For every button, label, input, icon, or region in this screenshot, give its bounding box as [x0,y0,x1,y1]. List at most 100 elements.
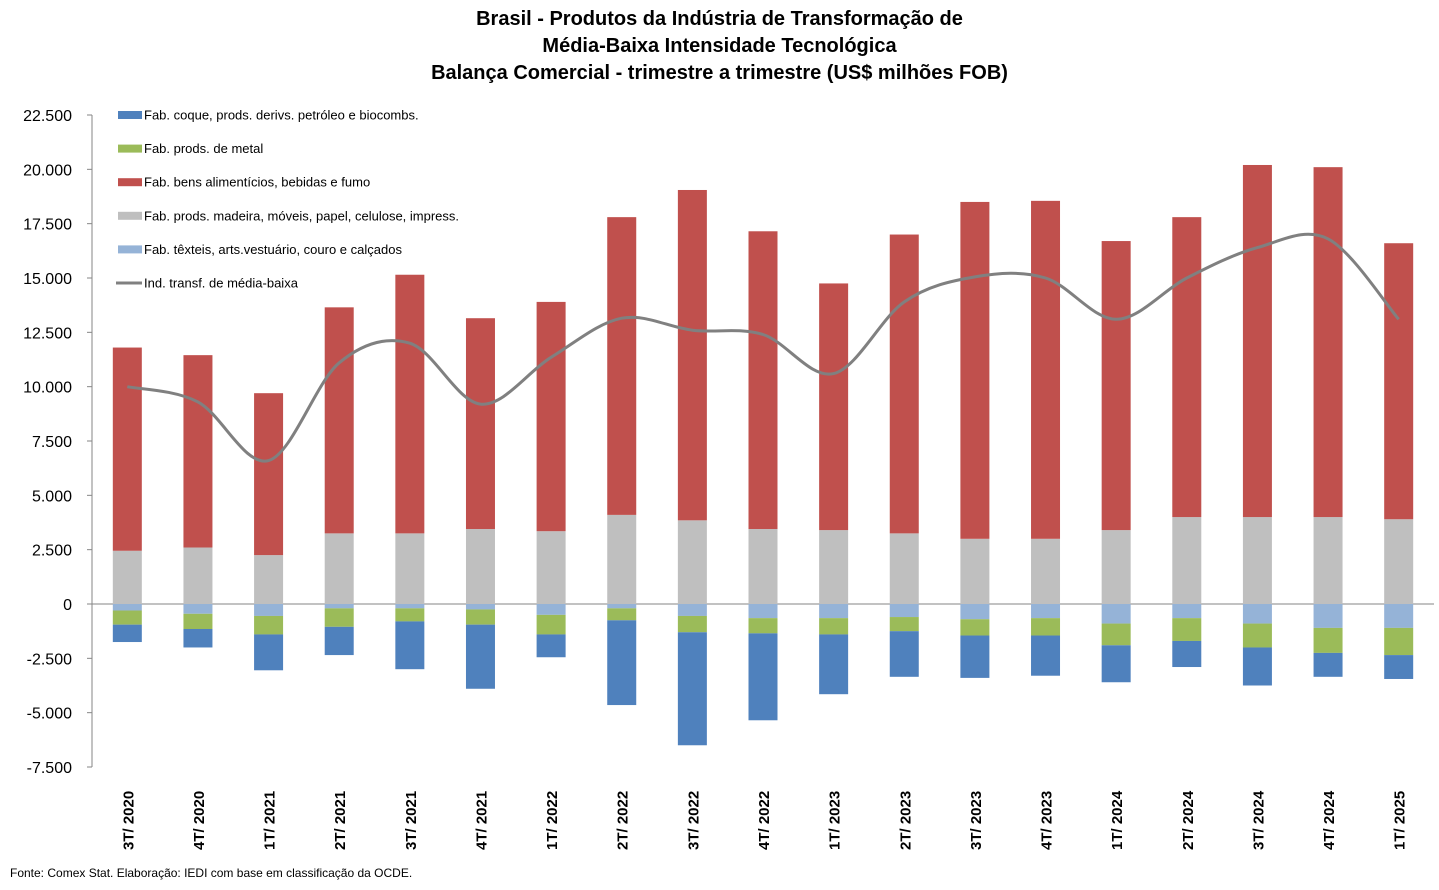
bar-madeira [112,550,142,604]
y-tick-label: 20.000 [23,162,72,179]
bar-metal [465,609,495,625]
bar-madeira [465,529,495,604]
bar-madeira [1172,517,1202,604]
bar-madeira [183,547,213,604]
bar-madeira [395,533,425,604]
y-tick-label: 7.500 [32,434,72,451]
bar-alimentos [183,355,213,548]
bar-texteis [1172,604,1202,619]
bar-metal [1101,623,1131,646]
bar-alimentos [536,301,566,532]
bar-alimentos [960,201,990,539]
x-tick-label: 1T/ 2023 [827,791,844,850]
bar-texteis [465,604,495,610]
bar-texteis [748,604,778,619]
bar-madeira [1031,538,1061,604]
line-group [126,232,1400,463]
bar-alimentos [1242,164,1272,518]
y-tick-label: 0 [63,597,72,614]
bar-madeira [677,520,707,604]
bar-texteis [677,604,707,616]
bar-metal [677,615,707,633]
bar-madeira [536,531,566,604]
bars-group [112,164,1414,746]
bar-alimentos [1031,200,1061,539]
bar-alimentos [1313,167,1343,518]
bar-coque [819,634,849,695]
bar-alimentos [465,318,495,530]
bar-alimentos [889,234,919,534]
chart-title: Brasil - Produtos da Indústria de Transf… [0,6,1439,87]
bar-alimentos [748,231,778,530]
bar-madeira [1313,517,1343,604]
bar-metal [748,618,778,634]
legend-swatch-texteis [118,245,142,254]
bar-metal [254,615,284,635]
bar-metal [1313,627,1343,653]
bar-alimentos [1172,217,1202,518]
bar-madeira [1101,530,1131,604]
labels-group: 22.500 20.000 17.500 15.000 12.500 10.000 7.50… [23,108,1409,850]
bar-coque [677,632,707,746]
x-tick-label: 1T/ 2021 [262,791,279,850]
y-tick-label: 2.500 [32,543,72,560]
legend-label: Ind. transf. de média-baixa [144,276,299,291]
bar-coque [960,635,990,678]
bar-texteis [324,604,354,609]
bar-coque [607,620,637,706]
bar-madeira [1242,517,1272,604]
bar-metal [324,608,354,627]
bar-metal [1384,627,1414,656]
bar-metal [960,619,990,636]
bar-coque [748,633,778,721]
bar-coque [1313,652,1343,677]
y-tick-label: -7.500 [27,760,72,777]
legend-label: Fab. prods. madeira, móveis, papel, celu… [144,208,459,223]
legend-label: Fab. bens alimentícios, bebidas e fumo [144,175,370,190]
bar-coque [324,626,354,656]
bar-madeira [748,529,778,604]
legend: Fab. coque, prods. derivs. petróleo e bi… [116,108,459,291]
legend-label: Fab. coque, prods. derivs. petróleo e bi… [144,108,419,123]
legend-swatch-madeira [118,211,142,220]
bar-coque [254,634,284,671]
bar-coque [465,624,495,689]
y-tick-label: 12.500 [23,325,72,342]
bar-texteis [607,604,637,609]
legend-label: Fab. prods. de metal [144,141,263,156]
bar-metal [112,610,142,625]
x-tick-label: 4T/ 2023 [1039,791,1056,850]
bar-texteis [1313,604,1343,628]
x-tick-label: 2T/ 2021 [332,791,349,850]
y-tick-label: -5.000 [27,706,72,723]
x-tick-label: 2T/ 2024 [1180,790,1197,850]
bar-alimentos [1101,241,1131,531]
bar-madeira [819,530,849,604]
legend-swatch-metal [118,144,142,153]
x-tick-label: 4T/ 2021 [473,791,490,850]
bar-alimentos [112,347,142,551]
legend-label: Fab. têxteis, arts.vestuário, couro e ca… [144,242,402,257]
bar-texteis [960,604,990,620]
bar-madeira [1384,519,1414,604]
x-tick-label: 2T/ 2022 [615,791,632,850]
bar-coque [1031,635,1061,676]
source-note: Fonte: Comex Stat. Elaboração: IEDI com … [10,866,413,880]
bar-texteis [1031,604,1061,619]
bar-madeira [254,555,284,604]
x-tick-label: 2T/ 2023 [897,791,914,850]
bar-alimentos [395,274,425,534]
bar-metal [819,618,849,635]
x-tick-label: 3T/ 2023 [968,791,985,850]
bar-metal [395,608,425,622]
bar-texteis [819,604,849,619]
bar-metal [607,608,637,621]
bar-coque [395,621,425,670]
y-tick-label: 15.000 [23,271,72,288]
bar-metal [536,614,566,635]
x-tick-label: 3T/ 2020 [120,791,137,850]
x-tick-label: 1T/ 2025 [1392,791,1409,850]
bar-coque [1384,655,1414,679]
x-tick-label: 1T/ 2024 [1109,790,1126,850]
x-tick-label: 1T/ 2022 [544,791,561,850]
